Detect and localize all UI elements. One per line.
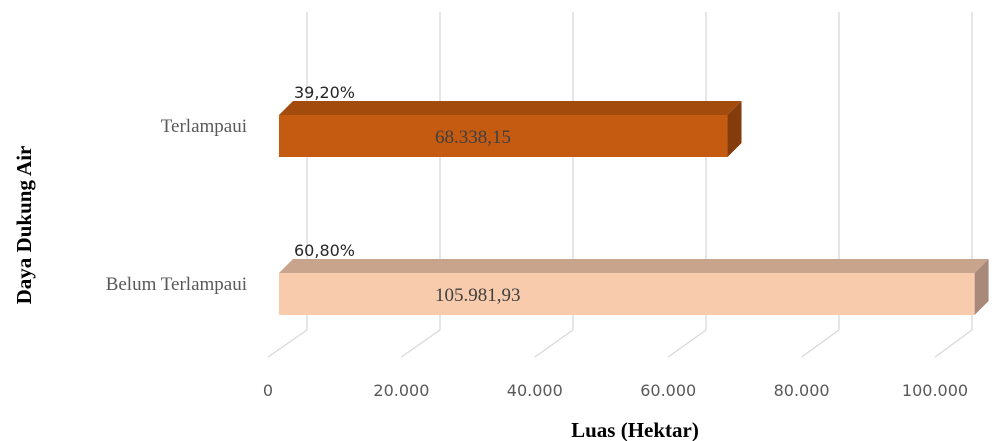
bars xyxy=(279,101,989,315)
x-tick-label: 0 xyxy=(263,381,273,400)
bar-top-face xyxy=(279,101,742,115)
percent-label: 60,80% xyxy=(294,241,355,260)
labels: 0 20.000 40.000 60.000 80.000 100.000 Terlampa… xyxy=(106,83,968,400)
percent-label: 39,20% xyxy=(294,83,355,102)
bar-top-face xyxy=(279,259,989,273)
x-tick-label: 60.000 xyxy=(640,381,696,400)
gridline-floor xyxy=(667,329,707,358)
y-axis-title: Daya Dukung Air xyxy=(12,146,36,305)
bar-terlampaui xyxy=(279,115,728,157)
x-axis-title: Luas (Hektar) xyxy=(571,418,699,441)
category-label: Belum Terlampaui xyxy=(106,274,247,295)
bar-side-face xyxy=(974,259,989,315)
value-label: 68.338,15 xyxy=(435,127,511,148)
bar-side-face xyxy=(727,101,742,157)
x-tick-label: 80.000 xyxy=(774,381,830,400)
bar-belum-terlampaui xyxy=(279,273,975,315)
gridline-floor xyxy=(934,329,973,358)
x-tick-label: 20.000 xyxy=(373,381,429,400)
x-tick-label: 100.000 xyxy=(902,381,968,400)
x-tick-label: 40.000 xyxy=(507,381,563,400)
gridline-floor xyxy=(534,329,574,358)
gridline-floor xyxy=(801,329,840,358)
value-label: 105.981,93 xyxy=(435,285,521,306)
gridline-floor xyxy=(267,329,308,358)
gridline-floor xyxy=(401,329,441,358)
category-label: Terlampaui xyxy=(161,116,247,137)
